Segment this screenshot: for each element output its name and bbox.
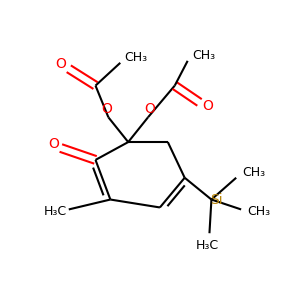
Text: O: O: [49, 137, 59, 151]
Text: O: O: [202, 99, 213, 113]
Text: O: O: [56, 57, 66, 71]
Text: CH₃: CH₃: [192, 50, 215, 62]
Text: O: O: [145, 102, 155, 116]
Text: H₃C: H₃C: [43, 205, 67, 218]
Text: H₃C: H₃C: [196, 238, 219, 252]
Text: Si: Si: [210, 193, 223, 206]
Text: CH₃: CH₃: [124, 51, 148, 64]
Text: O: O: [101, 102, 112, 116]
Text: CH₃: CH₃: [242, 166, 266, 179]
Text: CH₃: CH₃: [248, 205, 271, 218]
